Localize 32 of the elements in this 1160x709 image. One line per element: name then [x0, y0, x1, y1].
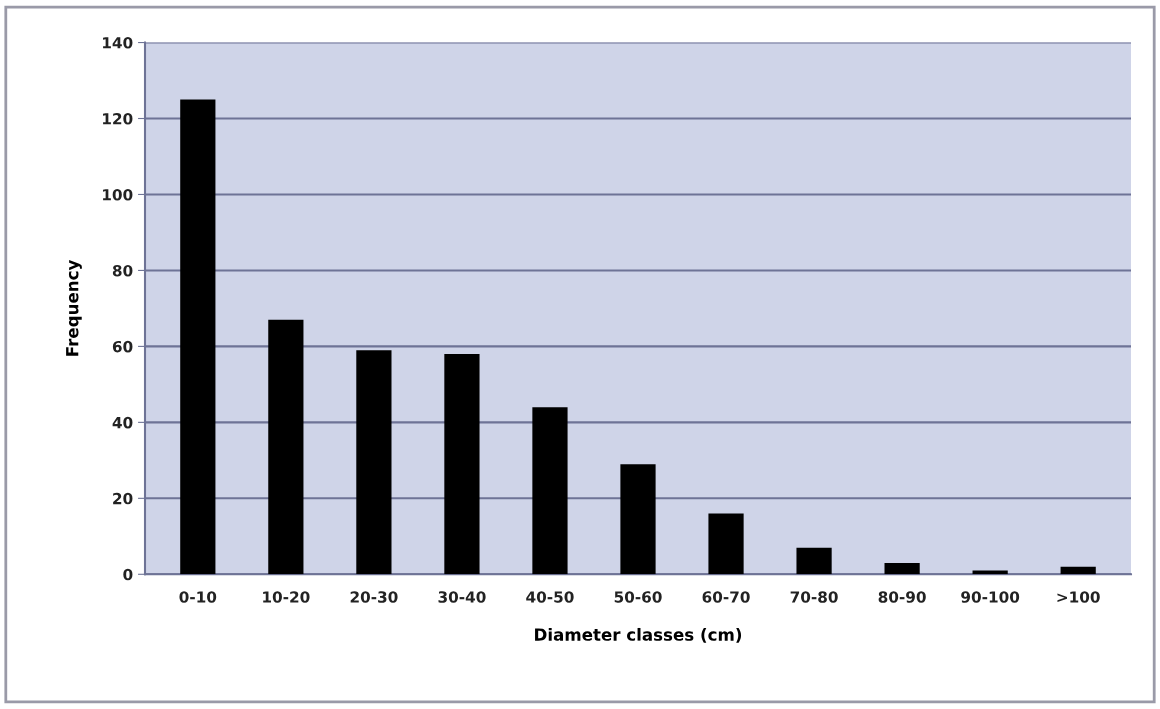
- x-tick-label: 90-100: [961, 591, 1020, 603]
- x-tick-label: 80-90: [878, 591, 926, 603]
- bar: [796, 547, 832, 575]
- x-axis-title: Diameter classes (cm): [535, 627, 742, 643]
- x-tick-label: 20-30: [350, 591, 398, 603]
- bar: [532, 407, 568, 575]
- bar: [972, 570, 1008, 575]
- x-tick-label: 30-40: [438, 591, 486, 603]
- x-tick-label: 60-70: [702, 591, 750, 603]
- x-tick-label: >100: [1057, 591, 1100, 603]
- x-tick-label: 10-20: [263, 591, 310, 603]
- x-tick-label: 0-10: [179, 591, 217, 603]
- y-tick-label: 100: [103, 188, 133, 201]
- bar: [620, 464, 656, 575]
- bar: [708, 513, 744, 575]
- x-tick-label: 50-60: [614, 591, 662, 603]
- x-tick-label: 70-80: [790, 591, 838, 603]
- y-axis-title: Frequency: [66, 259, 82, 356]
- y-tick-label: 0: [123, 568, 133, 581]
- y-tick-label: 140: [103, 37, 133, 49]
- y-tick-label: 60: [112, 340, 133, 353]
- y-tick-label: 80: [112, 264, 133, 277]
- bar: [356, 350, 392, 575]
- bar: [180, 99, 216, 575]
- y-tick-label: 120: [103, 112, 133, 125]
- bar: [444, 353, 480, 575]
- bar: [1060, 566, 1096, 575]
- bar: [268, 319, 304, 575]
- y-tick-label: 20: [113, 492, 133, 505]
- y-tick-label: 40: [112, 416, 133, 429]
- x-tick-label: 40-50: [526, 591, 574, 603]
- bar: [884, 562, 920, 575]
